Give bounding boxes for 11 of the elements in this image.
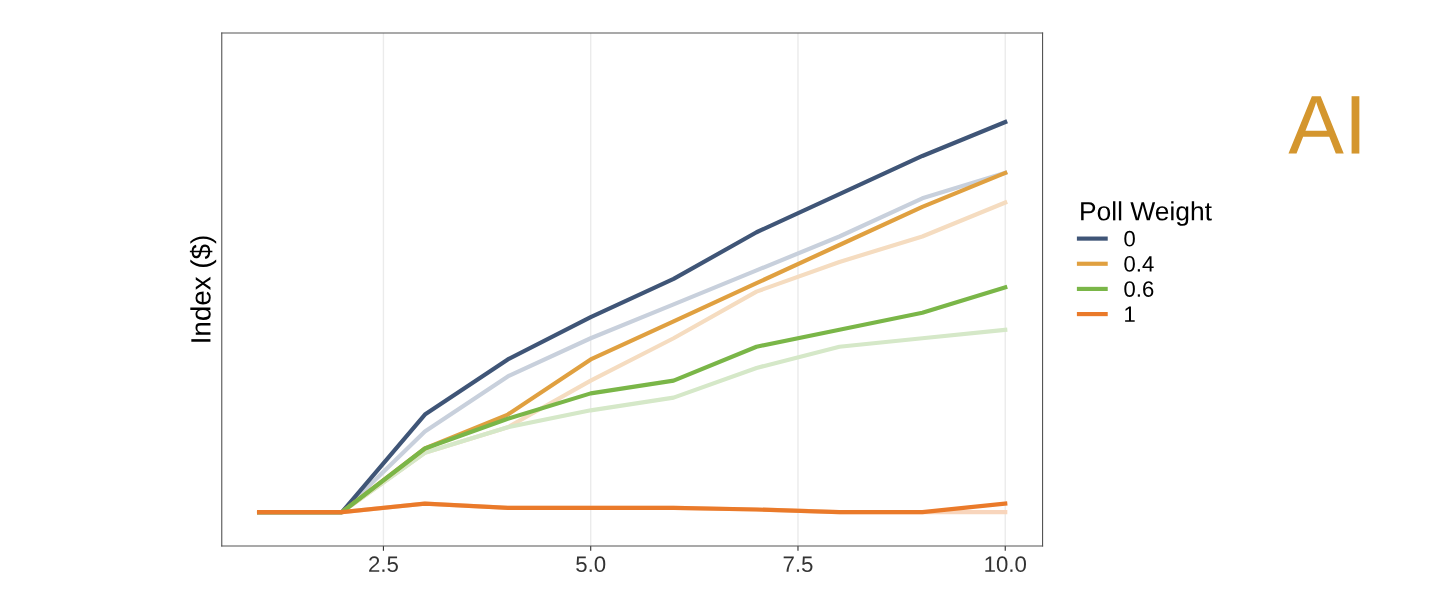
y-axis-title: Index ($)	[189, 236, 217, 342]
legend-label: 1	[1125, 306, 1135, 322]
legend-label: 0.4	[1124, 256, 1154, 272]
x-tick-label: 7.5	[783, 556, 813, 573]
x-tick-label: 2.5	[369, 556, 398, 573]
legend-title: Poll Weight	[1081, 201, 1212, 226]
legend-label: 0.6	[1124, 281, 1154, 297]
text: AI	[1288, 96, 1360, 154]
x-tick-label: 10.0	[985, 556, 1027, 573]
x-tick-label: 5.0	[576, 556, 606, 573]
legend-label: 0	[1124, 230, 1135, 247]
